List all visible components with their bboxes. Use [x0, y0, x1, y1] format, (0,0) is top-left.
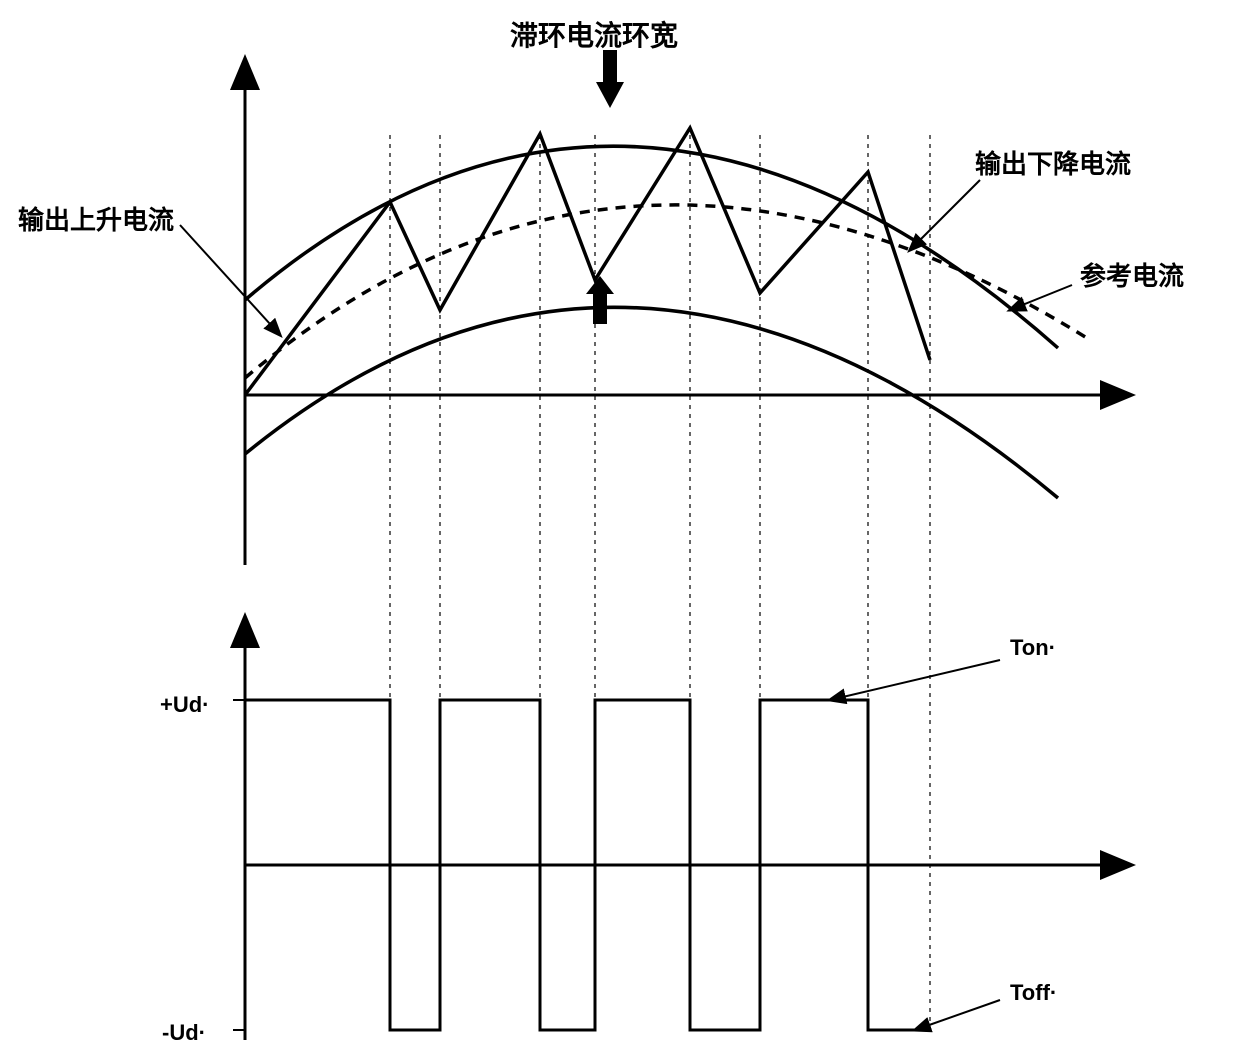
upper-band-curve [245, 146, 1058, 348]
label-ton: Ton· [1010, 635, 1056, 661]
pointer-falling [910, 180, 980, 250]
pointer-rising [180, 225, 280, 335]
band-arrow-top-shaft [603, 50, 617, 84]
label-reference-current: 参考电流 [1080, 256, 1184, 293]
label-ud-minus: -Ud· [162, 1020, 206, 1046]
label-toff: Toff· [1010, 980, 1057, 1006]
lower-band-curve [245, 307, 1058, 498]
label-rising-current: 输出上升电流 [18, 200, 174, 237]
reference-curve [245, 205, 1090, 378]
band-arrow-bottom-shaft [593, 290, 607, 324]
pointer-toff [915, 1000, 1000, 1030]
label-falling-current: 输出下降电流 [975, 144, 1131, 181]
band-arrow-bottom-head [586, 276, 614, 294]
label-ud-plus: +Ud· [160, 692, 210, 718]
pointer-ton [830, 660, 1000, 700]
band-arrow-top-head [596, 82, 624, 108]
label-hysteresis-band: 滞环电流环宽 [510, 14, 678, 54]
zigzag-current [245, 128, 930, 395]
